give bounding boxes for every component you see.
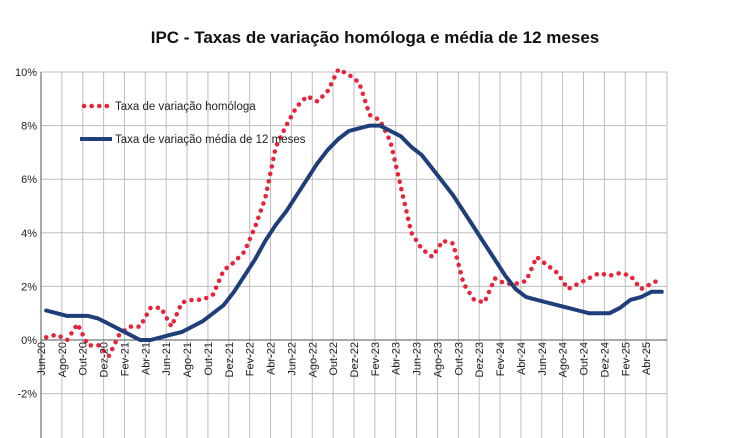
x-tick-label: Abr-25 (641, 342, 653, 375)
x-tick-label: Jun-24 (537, 342, 549, 376)
x-tick-label: Jun-23 (412, 342, 424, 376)
y-tick-label: 4% (21, 228, 37, 240)
x-tick-label: Jun-21 (161, 342, 173, 376)
y-tick-label: 6% (21, 174, 37, 186)
y-tick-label: -2% (17, 389, 37, 401)
series-line-media-12-meses (44, 123, 664, 342)
x-tick-label: Dez-23 (474, 342, 486, 377)
x-tick-label: Fev-23 (370, 342, 382, 376)
x-tick-label: Dez-24 (599, 342, 611, 377)
x-tick-label: Out-23 (453, 342, 465, 376)
x-tick-label: Jun-22 (286, 342, 298, 376)
legend: Taxa de variação homóloga Taxa de variaç… (80, 101, 306, 146)
x-tick-label: Abr-21 (140, 342, 152, 375)
x-tick-label: Dez-21 (224, 342, 236, 377)
grid (40, 71, 668, 438)
x-tick-label: Ago-22 (307, 342, 319, 377)
x-tick-label: Fev-24 (495, 342, 507, 376)
x-tick-label: Ago-21 (182, 342, 194, 377)
x-tick-label: Jun-20 (36, 342, 48, 376)
x-tick-label: Fev-25 (620, 342, 632, 376)
tick-labels: -2% 0% 2% 4% 6% 8% 10% Jun-20 Ago-20 Out-20 Dez-20… (15, 67, 653, 401)
x-tick-label: Out-20 (78, 342, 90, 376)
x-tick-label: Ago-24 (558, 342, 570, 377)
x-tick-label: Ago-23 (432, 342, 444, 377)
series (43, 66, 665, 360)
y-tick-label: 0% (21, 335, 37, 347)
x-tick-label: Out-21 (203, 342, 215, 376)
x-tick-label: Abr-23 (391, 342, 403, 375)
x-tick-label: Ago-20 (57, 342, 69, 377)
x-tick-label: Abr-24 (516, 342, 528, 375)
legend-label-media-12-meses: Taxa de variação média de 12 meses (115, 134, 306, 146)
x-tick-label: Out-24 (579, 342, 591, 376)
x-tick-label: Fev-22 (245, 342, 257, 376)
y-tick-label: 10% (15, 67, 37, 79)
x-tick-label: Fev-21 (119, 342, 131, 376)
y-tick-label: 2% (21, 281, 37, 293)
x-tick-label: Out-22 (328, 342, 340, 376)
y-tick-label: 8% (21, 121, 37, 133)
legend-label-homologa: Taxa de variação homóloga (115, 101, 256, 113)
x-tick-label: Dez-22 (349, 342, 361, 377)
x-tick-label: Abr-22 (266, 342, 278, 375)
x-tick-label: Dez-20 (99, 342, 111, 377)
chart-title: IPC - Taxas de variação homóloga e média… (150, 28, 600, 47)
